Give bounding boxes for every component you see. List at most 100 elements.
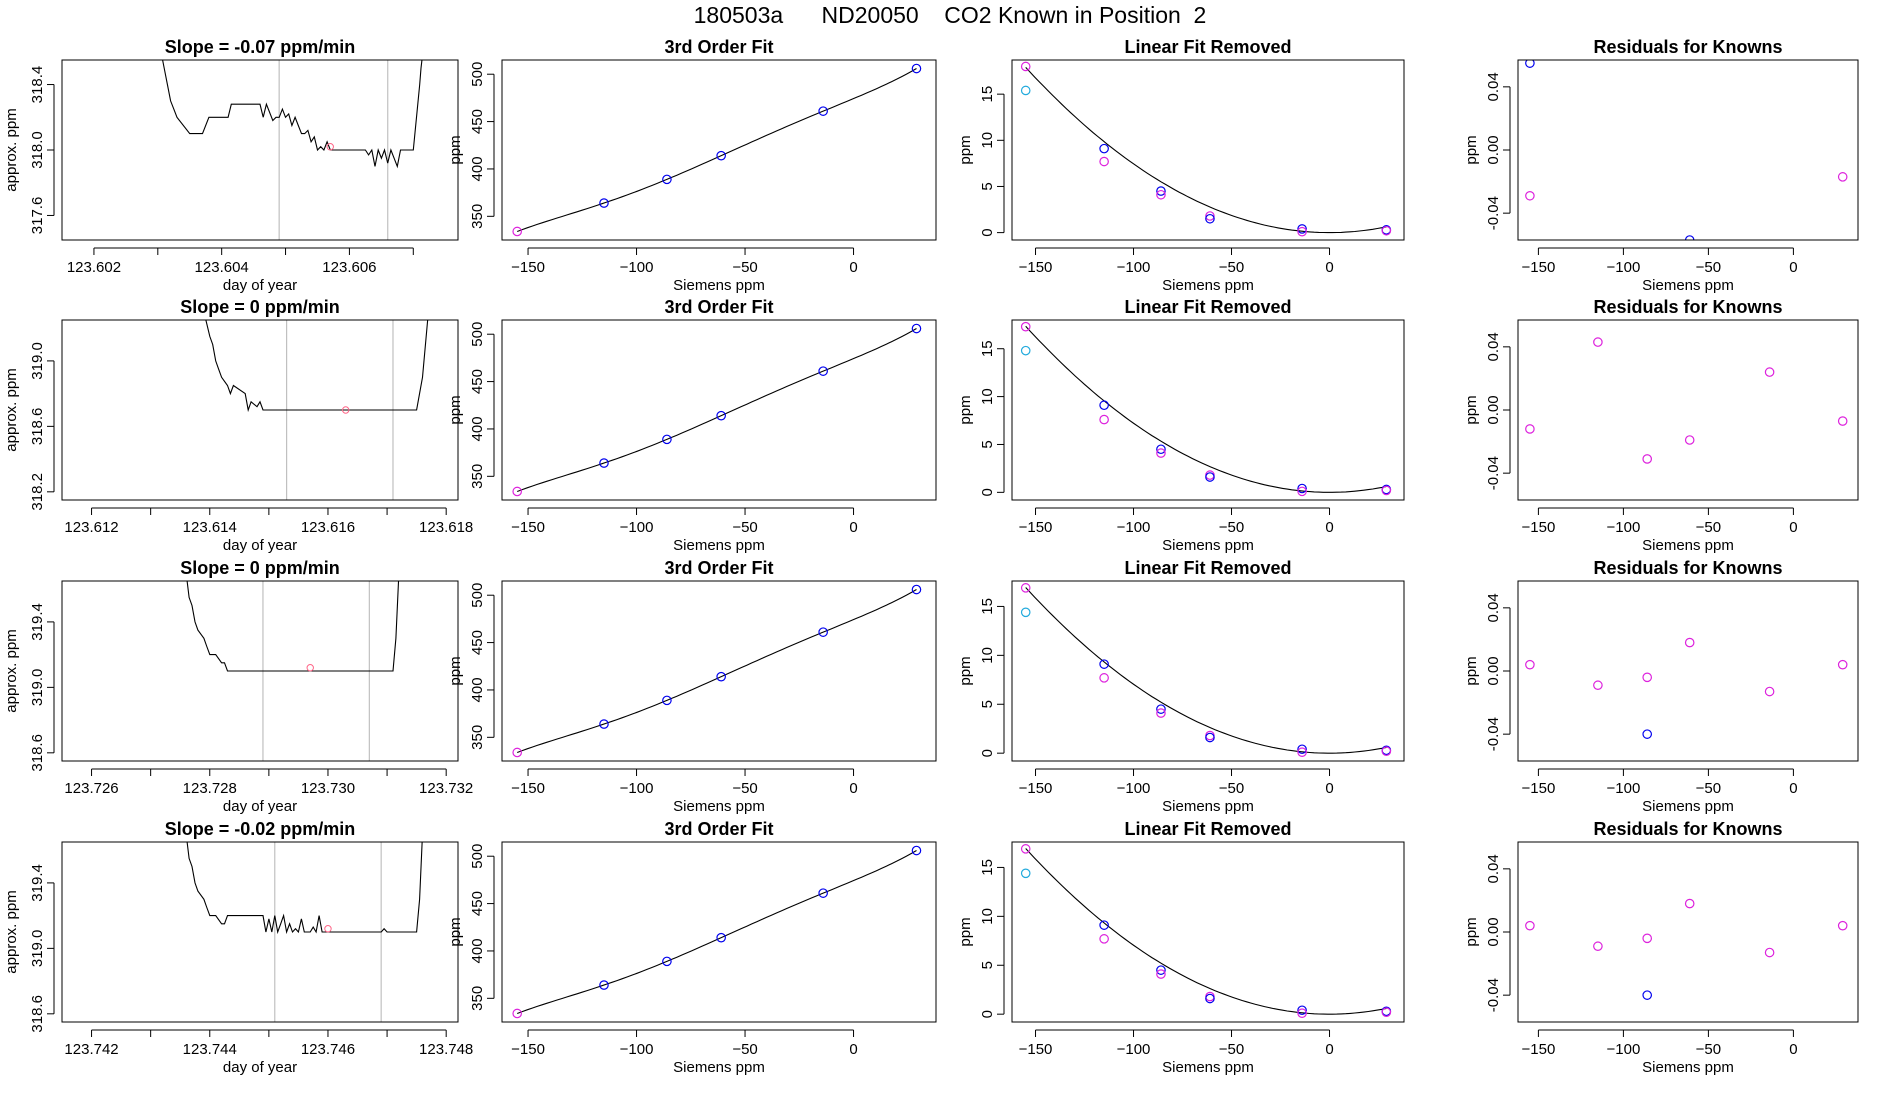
data-point	[1593, 337, 1603, 347]
x-axis-label: Siemens ppm	[673, 1059, 765, 1076]
panel-3-2: Linear Fit Removed −150 −100 −50 0 Siemens pp…	[957, 819, 1405, 1076]
y-tick-label: 500	[469, 322, 486, 347]
data-point	[1381, 485, 1392, 496]
x-tick-label: −50	[1696, 519, 1721, 536]
panel-title: 3rd Order Fit	[664, 819, 773, 839]
y-axis-label: approx. ppm	[3, 368, 20, 451]
mean-marker	[326, 143, 334, 151]
y-tick-label: 0	[979, 1010, 996, 1018]
y-tick-label: 15	[979, 598, 996, 615]
y-tick-label: 0.00	[1485, 917, 1502, 946]
x-tick-label: −50	[1219, 780, 1244, 797]
data-point	[1297, 483, 1307, 494]
y-axis-label: ppm	[1463, 395, 1480, 424]
panel-3-0: Slope = -0.02 ppm/min 123.742 123.744 123.7…	[3, 819, 473, 1076]
panel-1-3: Residuals for Knowns −150 −100 −50 0 Siemens …	[1463, 297, 1859, 554]
data-point	[1764, 367, 1775, 377]
x-tick-label: −150	[1019, 519, 1053, 536]
y-tick-label: 0	[979, 749, 996, 757]
panel-1-2: Linear Fit Removed −150 −100 −50 0 Siemens pp…	[957, 297, 1405, 554]
x-axis-label: Siemens ppm	[1162, 1059, 1254, 1076]
plot-frame	[1011, 59, 1405, 241]
data-point	[1684, 235, 1695, 240]
panel-title: Linear Fit Removed	[1124, 819, 1291, 839]
data-point	[1099, 156, 1109, 167]
y-tick-label: 450	[469, 109, 486, 134]
data-point	[1156, 189, 1166, 200]
data-point	[818, 627, 828, 637]
panel-title: Slope = 0 ppm/min	[180, 297, 340, 317]
data-point	[1837, 659, 1848, 670]
data-point	[1156, 448, 1166, 458]
data-point	[1099, 414, 1109, 425]
y-tick-label: 0.04	[1485, 332, 1502, 361]
x-axis-label: day of year	[223, 1059, 297, 1076]
data-point	[1684, 435, 1695, 445]
panel-title: Residuals for Knowns	[1593, 558, 1782, 578]
x-axis-label: Siemens ppm	[1642, 277, 1734, 294]
panel-title: Linear Fit Removed	[1124, 37, 1291, 57]
data-point	[1205, 213, 1215, 224]
x-tick-label: −100	[620, 780, 654, 797]
plot-frame	[501, 59, 937, 241]
panel-title: Residuals for Knowns	[1593, 37, 1782, 57]
data-point	[911, 63, 922, 74]
y-axis-label: approx. ppm	[3, 629, 20, 712]
x-tick-label: −100	[620, 519, 654, 536]
data-point	[599, 198, 609, 208]
data-point	[1205, 991, 1215, 1002]
mean-marker	[342, 406, 350, 414]
data-point	[512, 226, 522, 237]
plot-frame	[1517, 841, 1859, 1023]
plot-frame	[61, 59, 459, 241]
y-tick-label: 318.0	[29, 131, 46, 169]
y-axis-label: ppm	[1463, 135, 1480, 164]
data-point	[1156, 704, 1166, 714]
x-tick-label: 0	[1325, 1041, 1333, 1058]
y-tick-label: 350	[469, 986, 486, 1011]
data-point	[1525, 424, 1535, 434]
x-tick-label: −50	[1219, 259, 1244, 276]
data-point	[1525, 659, 1535, 670]
y-tick-label: 400	[469, 156, 486, 181]
x-axis-label: Siemens ppm	[673, 798, 765, 815]
x-tick-label: −50	[732, 519, 757, 536]
y-tick-label: 319.0	[29, 342, 46, 380]
data-point	[818, 888, 828, 898]
data-point	[1764, 686, 1775, 697]
y-axis-label: ppm	[1463, 656, 1480, 685]
y-tick-label: 0.00	[1485, 395, 1502, 424]
y-axis-label: ppm	[447, 135, 464, 164]
x-tick-label: −50	[732, 259, 757, 276]
data-point	[911, 845, 922, 856]
panel-3-3: Residuals for Knowns −150 −100 −50 0 Siemens …	[1463, 819, 1859, 1076]
x-tick-label: −150	[511, 780, 545, 797]
data-point	[1525, 60, 1535, 68]
x-tick-label: −100	[1607, 1041, 1641, 1058]
y-tick-label: 319.0	[29, 930, 46, 968]
y-tick-label: 5	[979, 182, 996, 190]
y-axis-label: ppm	[957, 135, 974, 164]
y-tick-label: 350	[469, 725, 486, 750]
y-tick-label: 15	[979, 859, 996, 876]
y-tick-label: 0.00	[1485, 656, 1502, 685]
x-tick-label: 123.618	[419, 519, 473, 536]
mean-marker	[306, 664, 314, 672]
data-point	[716, 671, 726, 682]
panel-2-3: Residuals for Knowns −150 −100 −50 0 Siemens …	[1463, 558, 1859, 815]
y-tick-label: 500	[469, 844, 486, 869]
data-point	[1205, 211, 1215, 221]
plot-frame	[61, 580, 459, 762]
y-tick-label: 319.4	[29, 603, 46, 641]
panel-0-1: 3rd Order Fit −150 −100 −50 0 Siemens ppm 350 4…	[447, 37, 937, 294]
x-tick-label: −50	[732, 1041, 757, 1058]
data-point	[1642, 454, 1652, 464]
fit-curve	[1025, 67, 1387, 234]
x-tick-label: 123.748	[419, 1041, 473, 1058]
plot-frame	[1011, 319, 1405, 501]
y-tick-label: 400	[469, 938, 486, 963]
x-tick-label: −50	[1219, 1041, 1244, 1058]
x-axis-label: Siemens ppm	[1642, 798, 1734, 815]
series-line	[205, 320, 429, 413]
